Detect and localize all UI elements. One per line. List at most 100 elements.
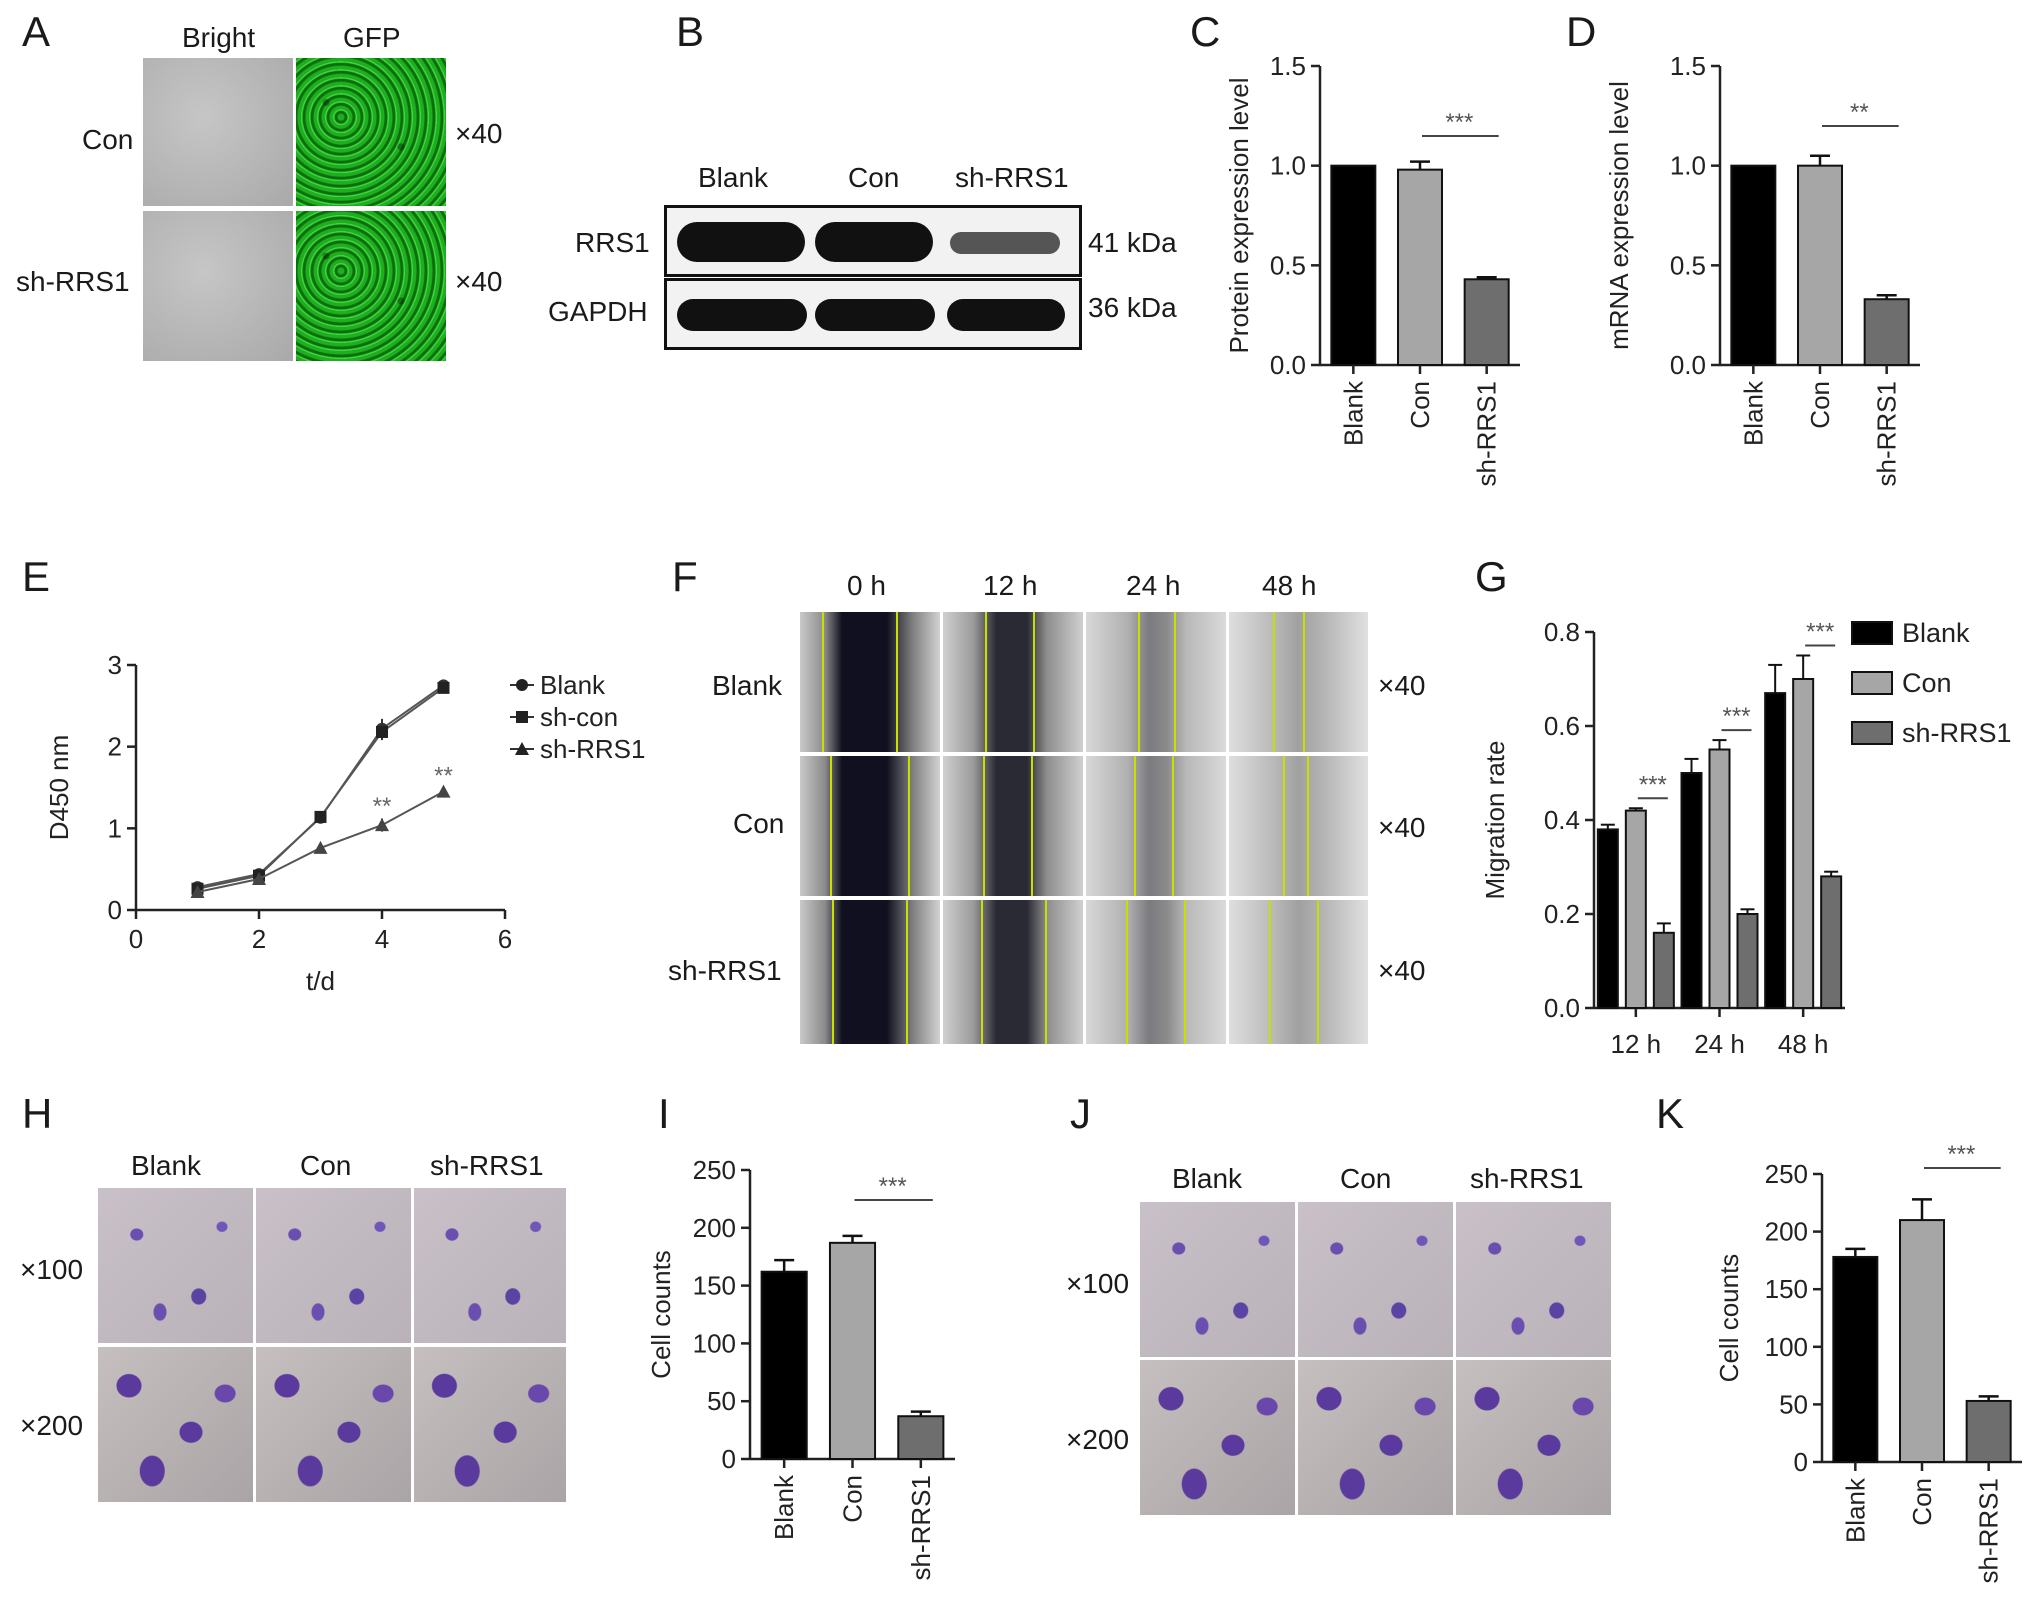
- panel-letter-f: F: [672, 553, 698, 600]
- a-header-bright: Bright: [182, 22, 256, 53]
- scratch-blank-0h: [800, 612, 940, 752]
- legend-label-G-0: Blank: [1902, 618, 1970, 648]
- point-E-2-1: [252, 871, 266, 885]
- panel-letter-b: B: [676, 8, 705, 55]
- x-tick-label-K-2: sh-RRS1: [1974, 1478, 2004, 1583]
- blot-rrs1: [664, 205, 1082, 277]
- y-tick-label-K-5: 250: [1765, 1159, 1808, 1189]
- h-header-shrrs1: sh-RRS1: [430, 1150, 544, 1181]
- y-tick-label-K-4: 200: [1765, 1217, 1808, 1247]
- micrograph-bright-con: [143, 58, 293, 206]
- j-header-con: Con: [1340, 1163, 1392, 1194]
- b-kda-36: 36 kDa: [1088, 292, 1177, 323]
- y-tick-label-D-3: 1.5: [1670, 51, 1706, 81]
- x-tick-label-E-0: 0: [129, 924, 143, 954]
- band-gapdh-blank: [677, 299, 807, 331]
- b-lane-blank: Blank: [698, 162, 769, 193]
- f-row-con: Con: [733, 808, 785, 839]
- scratch-con-12h: [943, 756, 1083, 896]
- micrograph-gfp-shrrs1: [296, 211, 446, 361]
- f-row-shrrs1: sh-RRS1: [668, 955, 782, 986]
- a-row-shrrs1: sh-RRS1: [16, 266, 130, 297]
- sig-label-G-2: ***: [1806, 619, 1834, 646]
- band-rrs1-blank: [677, 222, 805, 262]
- point-E-1-4: [437, 681, 450, 694]
- y-tick-label-K-0: 0: [1794, 1447, 1808, 1477]
- x-tick-label-D-2: sh-RRS1: [1872, 381, 1902, 486]
- scratch-blank-24h: [1086, 612, 1226, 752]
- y-tick-label-I-2: 100: [693, 1328, 736, 1358]
- bar-G-1-2: [1736, 913, 1759, 1009]
- y-tick-label-G-0: 0.0: [1544, 993, 1580, 1023]
- transwell-j-con-100: [1298, 1202, 1453, 1357]
- point-E-1-2: [314, 810, 327, 823]
- a-header-gfp: GFP: [343, 22, 401, 53]
- bar-G-2-0: [1764, 692, 1787, 1009]
- panel-letter-e: E: [22, 553, 51, 600]
- y-axis-title-I: Cell counts: [646, 1250, 676, 1379]
- f-row-blank: Blank: [712, 670, 783, 701]
- x-tick-label-D-0: Blank: [1738, 380, 1768, 446]
- x-tick-label-C-1: Con: [1405, 381, 1435, 429]
- legend-label-G-2: sh-RRS1: [1902, 718, 2012, 748]
- sig-label-G-1: ***: [1722, 703, 1750, 730]
- y-tick-label-K-1: 50: [1779, 1389, 1808, 1419]
- x-tick-label-K-1: Con: [1907, 1478, 1937, 1526]
- x-tick-label-G-2: 48 h: [1778, 1029, 1829, 1059]
- x-tick-label-I-0: Blank: [769, 1474, 799, 1540]
- band-gapdh-con: [815, 299, 935, 331]
- panel-letter-g: G: [1475, 553, 1508, 600]
- x-tick-label-I-1: Con: [838, 1475, 868, 1523]
- legend-label-E-0: Blank: [540, 670, 606, 700]
- panel-letter-c: C: [1190, 8, 1221, 55]
- point-E-2-3: [375, 818, 389, 832]
- j-header-blank: Blank: [1172, 1163, 1243, 1194]
- transwell-j-blank-200: [1140, 1360, 1295, 1515]
- transwell-h-shrrs1-200: [414, 1347, 566, 1502]
- x-tick-label-E-3: 6: [498, 924, 512, 954]
- series-line-E-1: [197, 687, 445, 890]
- y-tick-label-C-2: 1.0: [1270, 151, 1306, 181]
- a-row-con: Con: [82, 124, 134, 155]
- point-E-1-3: [376, 725, 388, 738]
- h-row-200: ×200: [20, 1410, 84, 1441]
- a-mag-2: ×40: [455, 266, 503, 297]
- legend-marker-E-1: [516, 711, 528, 723]
- b-lane-shrrs1: sh-RRS1: [955, 162, 1069, 193]
- y-tick-label-I-4: 200: [693, 1213, 736, 1243]
- y-tick-label-E-0: 0: [108, 895, 122, 925]
- f-mag-1: ×40: [1378, 670, 1426, 701]
- bar-G-0-2: [1652, 931, 1675, 1009]
- annotation-E-1: **: [434, 763, 453, 790]
- panel-letter-j: J: [1070, 1090, 1091, 1137]
- bar-G-1-0: [1680, 772, 1703, 1009]
- x-tick-label-G-1: 24 h: [1694, 1029, 1745, 1059]
- point-E-2-4: [436, 784, 451, 798]
- scratch-con-0h: [800, 756, 940, 896]
- bar-D-1: [1797, 164, 1843, 366]
- y-axis-title-G: Migration rate: [1480, 741, 1510, 900]
- scratch-blank-48h: [1229, 612, 1368, 752]
- h-header-blank: Blank: [131, 1150, 202, 1181]
- y-tick-label-D-0: 0.0: [1670, 350, 1706, 380]
- micrograph-gfp-con: [296, 58, 446, 206]
- legend-label-E-1: sh-con: [540, 702, 618, 732]
- bar-C-1: [1397, 168, 1443, 366]
- j-row-200: ×200: [1066, 1424, 1130, 1455]
- transwell-j-con-200: [1298, 1360, 1453, 1515]
- j-row-100: ×100: [1066, 1268, 1130, 1299]
- f-header-48h: 48 h: [1262, 570, 1317, 601]
- bar-G-2-1: [1792, 678, 1815, 1009]
- transwell-h-blank-200: [98, 1347, 253, 1502]
- b-protein-gapdh: GAPDH: [548, 296, 648, 327]
- sig-label-D-0: **: [1850, 99, 1869, 126]
- band-rrs1-con: [815, 222, 933, 262]
- y-tick-label-C-3: 1.5: [1270, 51, 1306, 81]
- bar-G-1-1: [1708, 748, 1731, 1009]
- b-lane-con: Con: [848, 162, 900, 193]
- panel-letter-k: K: [1656, 1090, 1685, 1137]
- legend-swatch-G-2: [1851, 721, 1893, 745]
- y-tick-label-G-2: 0.4: [1544, 805, 1580, 835]
- legend-label-E-2: sh-RRS1: [540, 734, 645, 764]
- bar-D-2: [1863, 298, 1910, 366]
